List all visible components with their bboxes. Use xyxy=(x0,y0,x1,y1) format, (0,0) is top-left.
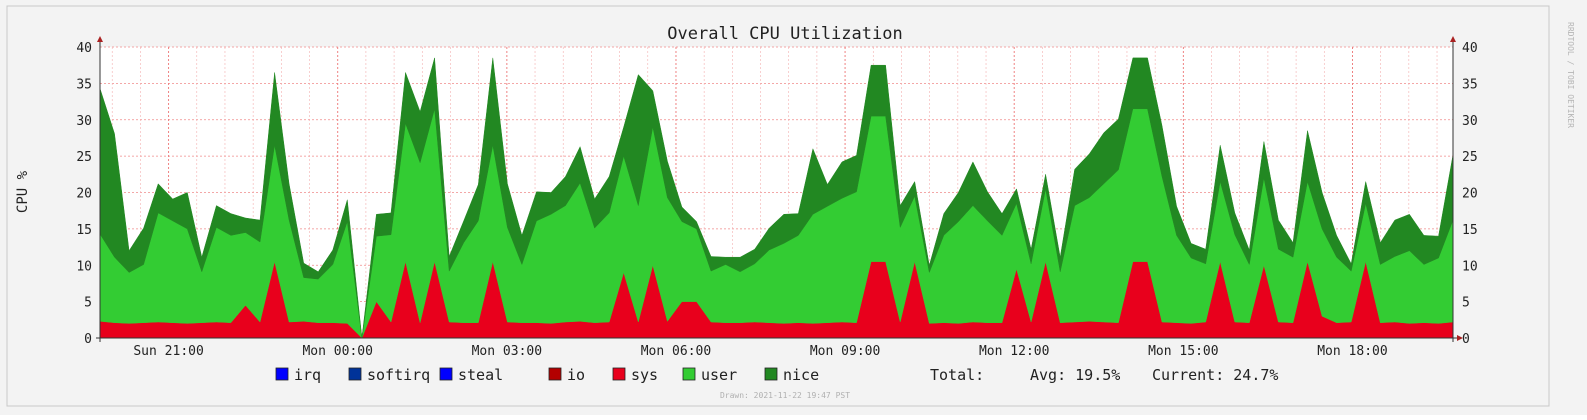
y-tick-label-right: 5 xyxy=(1462,296,1470,311)
chart-frame xyxy=(6,5,1550,407)
y-tick-label: 30 xyxy=(76,114,92,129)
watermark: RRDTOOL / TOBI OETIKER xyxy=(1566,22,1575,128)
y-tick-label-right: 20 xyxy=(1462,187,1478,202)
legend-swatch-user xyxy=(682,367,696,381)
summary-total-label: Total: xyxy=(930,366,984,384)
y-tick-label-right: 10 xyxy=(1462,259,1478,274)
y-tick-label: 20 xyxy=(76,187,92,202)
legend-swatch-sys xyxy=(612,367,626,381)
x-tick-label: Sun 21:00 xyxy=(133,344,203,359)
y-axis-arrow xyxy=(97,36,103,42)
legend-swatch-io xyxy=(548,367,562,381)
legend-swatch-steal xyxy=(439,367,453,381)
legend-label-steal: steal xyxy=(458,366,503,384)
x-tick-label: Mon 03:00 xyxy=(472,344,542,359)
legend-label-io: io xyxy=(567,366,585,384)
y-tick-label: 0 xyxy=(84,332,92,347)
y-tick-label: 10 xyxy=(76,259,92,274)
legend-swatch-irq xyxy=(275,367,289,381)
legend: irq softirq steal io sys user nice xyxy=(275,366,819,384)
x-axis-arrow xyxy=(1457,335,1463,341)
x-tick-label: Mon 15:00 xyxy=(1148,344,1218,359)
y-tick-label: 15 xyxy=(76,223,92,238)
drawn-timestamp: Drawn: 2021-11-22 19:47 PST xyxy=(720,391,850,400)
x-tick-label: Mon 00:00 xyxy=(302,344,372,359)
y-axis-label: CPU % xyxy=(15,170,31,213)
legend-label-irq: irq xyxy=(294,366,321,384)
axes xyxy=(96,36,1463,342)
y-tick-label-right: 15 xyxy=(1462,223,1478,238)
x-tick-labels: Sun 21:00 Mon 00:00 Mon 03:00 Mon 06:00 Mon … xyxy=(133,344,1387,359)
x-tick-label: Mon 06:00 xyxy=(641,344,711,359)
summary-current: Current: 24.7% xyxy=(1152,366,1278,384)
y-tick-label-right: 30 xyxy=(1462,114,1478,129)
x-tick-label: Mon 12:00 xyxy=(979,344,1049,359)
legend-label-softirq: softirq xyxy=(367,366,430,384)
legend-swatch-nice xyxy=(764,367,778,381)
summary-avg: Avg: 19.5% xyxy=(1030,366,1120,384)
y-tick-label-right: 40 xyxy=(1462,41,1478,56)
x-tick-label: Mon 09:00 xyxy=(810,344,880,359)
chart-title: Overall CPU Utilization xyxy=(667,24,902,44)
x-tick-label: Mon 18:00 xyxy=(1317,344,1387,359)
y-tick-label: 40 xyxy=(76,41,92,56)
y-tick-label-right: 0 xyxy=(1462,332,1470,347)
y-tick-label: 35 xyxy=(76,77,92,92)
y-tick-label: 5 xyxy=(84,296,92,311)
legend-label-sys: sys xyxy=(631,366,658,384)
y-tick-label-right: 35 xyxy=(1462,77,1478,92)
y-tick-label-right: 25 xyxy=(1462,150,1478,165)
y-tick-label: 25 xyxy=(76,150,92,165)
legend-label-nice: nice xyxy=(783,366,819,384)
legend-swatch-softirq xyxy=(348,367,362,381)
y-tick-labels: 0 0 5 5 10 10 15 15 20 20 25 25 30 30 35 35 40 40 xyxy=(76,41,1477,347)
legend-label-user: user xyxy=(701,366,737,384)
y-axis-arrow-right xyxy=(1450,36,1456,42)
